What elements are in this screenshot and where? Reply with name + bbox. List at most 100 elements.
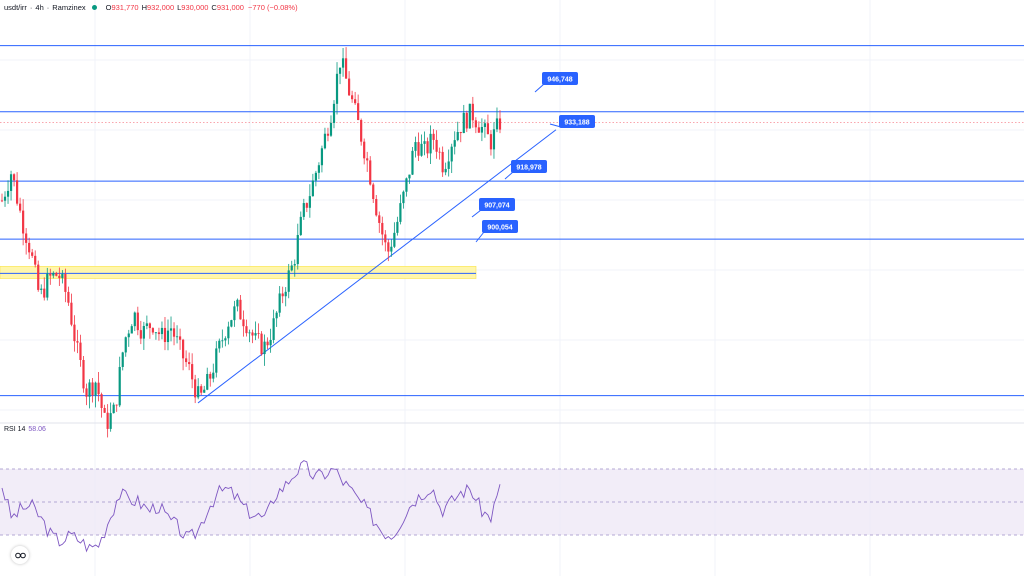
candle-body [82,359,85,389]
candle-body [154,332,158,334]
price-tag-leader [504,171,514,180]
candle-body [399,203,402,222]
candle-body [450,146,453,162]
candle-body [157,332,161,335]
candle-body [296,234,299,265]
candle-body [188,362,191,365]
candle-body [124,337,127,353]
candle-body [109,413,112,429]
candle-body [166,330,170,343]
candle-body [489,134,493,150]
candle-body [375,198,378,216]
tradingview-logo-icon[interactable] [11,546,29,564]
candle-body [423,141,426,144]
candle-body [169,328,173,331]
candle-body [341,58,345,68]
ascending-trendline[interactable] [197,129,557,404]
candle-body [357,103,360,121]
candle-body [486,123,490,135]
candlestick-series [0,47,502,438]
candle-body [335,73,339,104]
candle-body [420,143,423,156]
candle-body [287,270,290,292]
candle-body [178,336,182,340]
candle-body [191,364,194,380]
candle-body [9,174,13,191]
candle-body [302,203,305,217]
candle-body [133,312,136,327]
close-value: 931,000 [216,3,244,12]
candle-body [281,293,284,297]
open-label: O [105,3,112,12]
candle-body [498,118,502,130]
candle-body [194,379,197,398]
candle-body [230,320,233,327]
candle-body [393,232,396,247]
exchange-name: Ramzinex [52,3,86,12]
candle-body [200,386,203,393]
candle-body [163,327,167,343]
candle-body [354,99,357,104]
candle-body [426,141,429,154]
candle-body [25,233,28,243]
symbol-name[interactable]: usdt/irr [4,3,27,12]
low-value: 930,000 [181,3,209,12]
candle-body [260,333,263,355]
candle-body [175,336,179,338]
candle-body [408,174,411,179]
candle-body [435,139,438,152]
candle-body [275,312,278,319]
candle-body [417,142,420,156]
price-tag-box [479,198,515,211]
candle-body [278,293,281,313]
price-tag-text: 900,054 [487,224,512,231]
price-tag-text: 933,188 [564,119,589,126]
candle-body [28,242,31,253]
candle-body [344,58,348,79]
candle-body [151,328,155,333]
candle-body [387,242,390,252]
rsi-label: RSI 14 [4,426,26,433]
candle-body [263,341,266,355]
candle-body [142,326,145,339]
rsi-legend[interactable]: RSI 14 58.06 [4,426,46,433]
candle-body [411,150,414,175]
candle-body [227,326,230,339]
horizontal-levels[interactable] [0,45,1024,397]
candle-body [468,103,471,129]
price-level-labels[interactable]: 946,748 933,188 918,978 907,074 900,054 [471,72,595,243]
price-tag-text: 918,978 [516,164,541,171]
candle-body [290,265,293,271]
candle-body [73,324,76,342]
candle-body [456,131,459,141]
candle-body [121,352,124,367]
candle-body [323,133,327,149]
candle-body [212,372,215,379]
candle-body [269,339,272,346]
candle-body [326,133,330,136]
candle-body [381,222,384,235]
candle-body [299,216,302,235]
rsi-line [1,460,501,553]
low-label: L [177,3,182,12]
support-zone [0,266,477,279]
candle-body [471,103,474,121]
candle-body [64,274,67,292]
candle-body [396,221,399,233]
candle-body [70,302,73,325]
timeframe[interactable]: 4h [35,3,44,12]
candle-body [12,174,16,181]
candle-body [405,178,408,192]
candle-body [233,306,236,321]
price-tag-text: 946,748 [547,76,572,83]
candle-body [100,394,103,408]
candle-body [22,210,25,234]
candle-body [236,299,239,307]
candle-body [37,264,40,290]
candle-body [130,326,133,334]
candle-body [266,341,269,346]
candle-body [363,141,366,159]
candle-body [293,264,296,266]
candle-body [112,404,115,414]
